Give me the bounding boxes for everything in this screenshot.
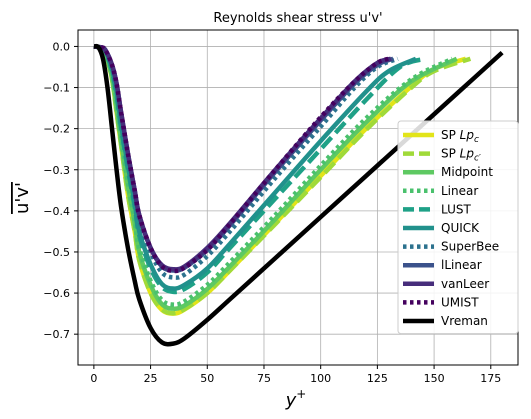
legend-label-subscript: c — [474, 135, 479, 145]
y-tick-label: −0.7 — [43, 328, 70, 341]
legend-label-lust: LUST — [441, 202, 471, 216]
legend-label-sp-lp-c: SP Lpc′ — [441, 147, 481, 164]
legend-label-subscript: c′ — [474, 154, 481, 164]
series-line-umist — [93, 44, 390, 274]
x-tick-label: 25 — [144, 372, 158, 385]
legend-label-umist: UMIST — [441, 295, 479, 309]
legend-label-superbee: SuperBee — [441, 240, 499, 254]
y-tick-label: −0.3 — [43, 164, 70, 177]
x-tick-label: 175 — [480, 372, 501, 385]
y-tick-label: −0.1 — [43, 82, 70, 95]
y-tick-label: −0.5 — [43, 246, 70, 259]
x-tick-label: 50 — [200, 372, 214, 385]
legend: SP Lpc SP Lpc′Midpoint Linear LUST QUICK Supe… — [397, 120, 519, 335]
legend-label-llinear: lLinear — [441, 258, 482, 272]
y-tick-label: −0.2 — [43, 123, 70, 136]
x-axis-label: y+ — [285, 387, 307, 411]
x-tick-label: 150 — [424, 372, 445, 385]
legend-label-midpoint: Midpoint — [441, 165, 493, 179]
legend-label-quick: QUICK — [441, 221, 480, 235]
x-tick-label: 0 — [90, 372, 97, 385]
y-tick-label: −0.4 — [43, 205, 70, 218]
series-line-vreman — [93, 43, 504, 347]
x-axis-label-superscript: + — [296, 387, 306, 401]
series-line-superbee — [93, 44, 399, 280]
y-axis-label: u'v' — [12, 182, 33, 214]
legend-label-linear: Linear — [441, 184, 478, 198]
legend-label-math: Lp — [460, 128, 475, 142]
chart-title: Reynolds shear stress u'v' — [213, 11, 382, 26]
x-axis: 0 25 50 75 100 125 150 175 — [90, 365, 501, 385]
legend-label-vanleer: vanLeer — [441, 277, 489, 291]
x-tick-label: 75 — [257, 372, 271, 385]
x-tick-label: 125 — [367, 372, 388, 385]
series-lines — [93, 43, 504, 347]
legend-label-vreman: Vreman — [441, 314, 488, 328]
x-axis-label-base: y — [285, 390, 297, 411]
y-axis: 0.0 −0.1 −0.2 −0.3 −0.4 −0.5 −0.6 −0.7 — [43, 40, 78, 341]
y-tick-label: −0.6 — [43, 287, 70, 300]
plot-area — [93, 43, 504, 347]
y-tick-label: 0.0 — [53, 40, 71, 53]
legend-label-sp-lp-c: SP Lpc — [441, 128, 479, 145]
x-tick-label: 100 — [310, 372, 331, 385]
legend-label-math: Lp — [460, 147, 475, 161]
